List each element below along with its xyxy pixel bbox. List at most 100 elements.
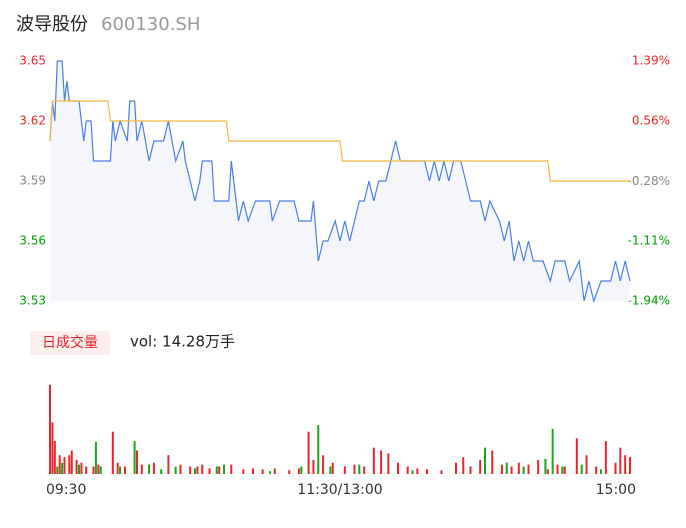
y2-tick-label: 0.56% <box>632 113 670 127</box>
volume-bar <box>546 469 549 474</box>
volume-bar <box>397 462 399 474</box>
volume-bar <box>68 455 71 474</box>
volume-bar <box>51 422 54 474</box>
volume-bar <box>604 441 607 474</box>
volume-bar <box>416 468 419 474</box>
volume-bar <box>268 471 271 474</box>
stock-code: 600130.SH <box>101 14 200 35</box>
volume-bar <box>61 462 64 474</box>
volume-button[interactable]: 日成交量 <box>42 334 98 351</box>
volume-bar <box>201 464 204 474</box>
volume-bar <box>136 450 138 474</box>
volume-bar <box>629 457 631 474</box>
volume-bar <box>469 466 472 474</box>
volume-bar <box>537 459 540 474</box>
volume-bar <box>75 459 78 474</box>
price-line <box>49 60 631 304</box>
volume-bar <box>140 464 143 474</box>
y2-tick-label: 1.39% <box>632 54 670 68</box>
volume-bar <box>575 438 578 474</box>
x-tick-label: 09:30 <box>46 482 86 498</box>
volume-bar <box>242 469 245 474</box>
volume-bar <box>462 457 465 474</box>
volume-bar <box>116 462 119 474</box>
volume-bar <box>484 447 486 474</box>
volume-bar <box>372 447 375 474</box>
volume-bar <box>174 466 177 474</box>
y2-tick-label: -0.28% <box>628 174 670 188</box>
volume-bar <box>544 458 547 474</box>
volume-bar <box>406 466 409 474</box>
volume-bar <box>179 464 182 474</box>
volume-bar <box>94 442 97 474</box>
volume-bar <box>152 462 155 474</box>
volume-bar <box>619 447 622 474</box>
volume-bar <box>312 459 315 474</box>
volume-bar <box>517 462 520 474</box>
volume-bar <box>252 468 254 474</box>
average-line <box>49 100 630 182</box>
x-tick-label: 11:30/13:00 <box>297 482 382 498</box>
volume-bar <box>160 469 163 474</box>
volume-bar <box>218 466 221 474</box>
volume-bar <box>167 455 170 474</box>
volume-bar <box>119 466 122 474</box>
volume-bar <box>92 466 95 474</box>
volume-bar <box>556 464 559 474</box>
volume-bar <box>585 455 588 474</box>
volume-bar <box>561 466 564 474</box>
volume-bar <box>387 453 390 474</box>
volume-bar <box>223 464 225 474</box>
volume-bar <box>411 470 414 474</box>
y2-tick-label: -1.11% <box>628 234 670 248</box>
volume-bar <box>522 466 525 474</box>
volume-bar <box>510 466 513 474</box>
volume-bar <box>331 462 334 474</box>
stock-name: 波导股份 <box>16 14 88 35</box>
volume-bar <box>505 462 508 474</box>
y-tick-label: 3.65 <box>19 54 46 68</box>
y-tick-label: 3.53 <box>19 294 46 308</box>
volume-bar <box>56 466 59 474</box>
volume-bar <box>563 466 566 474</box>
volume-bar <box>194 468 196 474</box>
volume-bar <box>70 450 73 474</box>
volume-bar <box>288 470 291 474</box>
volume-bar <box>80 462 83 474</box>
volume-bar <box>440 470 443 474</box>
volume-bar <box>261 469 264 474</box>
volume-bar <box>58 455 61 474</box>
volume-bar <box>49 384 51 474</box>
volume-bar <box>230 464 233 474</box>
volume-bar <box>500 464 503 474</box>
volume-bar <box>300 466 303 474</box>
volume-bar <box>479 459 482 474</box>
volume-bar <box>297 468 300 474</box>
volume-bar <box>78 464 80 474</box>
y-tick-label: 3.59 <box>19 174 46 188</box>
volume-bar <box>491 450 494 474</box>
volume-label: vol: 14.28万手 <box>130 333 235 351</box>
volume-bar <box>189 466 192 474</box>
volume-bar <box>133 441 136 474</box>
y-tick-label: 3.56 <box>19 234 46 248</box>
volume-bar <box>273 468 276 474</box>
volume-bar <box>111 431 114 474</box>
y2-tick-label: -1.94% <box>628 294 670 308</box>
price-area <box>50 61 630 301</box>
volume-bar <box>614 462 617 474</box>
y-tick-label: 3.62 <box>19 114 46 128</box>
volume-bar <box>551 428 554 474</box>
volume-bar <box>215 466 218 474</box>
x-tick-label: 15:00 <box>596 482 636 498</box>
volume-button-bg[interactable] <box>30 331 110 355</box>
volume-bar <box>317 425 320 474</box>
volume-bar <box>343 466 346 474</box>
volume-bar <box>358 464 361 474</box>
volume-bar <box>329 466 332 474</box>
volume-bar <box>196 466 199 474</box>
volume-bar <box>380 450 383 474</box>
volume-bar <box>600 469 602 474</box>
